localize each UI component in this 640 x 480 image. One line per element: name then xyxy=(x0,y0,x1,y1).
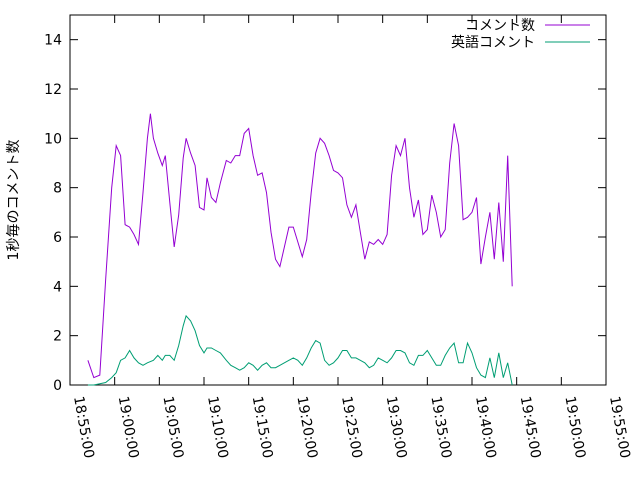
y-tick-label: 2 xyxy=(53,329,62,345)
x-tick-label: 19:00:00 xyxy=(115,395,142,460)
x-tick-label: 19:10:00 xyxy=(204,395,231,460)
series-line-2 xyxy=(87,314,513,386)
legend-label-1: コメント数 xyxy=(465,18,535,34)
y-tick-label: 8 xyxy=(53,181,62,197)
series-layer xyxy=(87,113,513,386)
x-tick-label: 19:15:00 xyxy=(249,395,276,460)
x-tick-label: 18:55:00 xyxy=(70,395,97,460)
x-tick-label: 19:25:00 xyxy=(338,395,365,460)
x-tick-label: 19:45:00 xyxy=(517,395,544,460)
x-tick-label: 19:30:00 xyxy=(383,395,410,460)
x-tick-label: 19:05:00 xyxy=(159,395,186,460)
x-tick-label: 19:35:00 xyxy=(427,395,454,460)
x-tick-label: 19:50:00 xyxy=(561,395,588,460)
y-tick-label: 6 xyxy=(53,230,62,246)
x-tick-label: 19:20:00 xyxy=(293,395,320,460)
y-tick-label: 0 xyxy=(53,378,62,394)
y-tick-label: 14 xyxy=(44,33,62,49)
plot-frame xyxy=(69,14,607,386)
y-tick-label: 12 xyxy=(44,82,62,98)
legend-label-2: 英語コメント xyxy=(451,34,535,51)
series-line-1 xyxy=(87,113,513,379)
y-axis: 0 2 4 6 8 10 12 14 xyxy=(44,33,606,394)
x-tick-label: 19:40:00 xyxy=(472,395,499,460)
y-tick-label: 4 xyxy=(53,279,62,295)
x-tick-label: 19:55:00 xyxy=(606,395,633,460)
y-axis-label: 1秒毎のコメント数 xyxy=(6,140,22,261)
x-axis: 18:55:00 19:00:00 19:05:00 19:10:00 19:15:00… xyxy=(69,15,633,460)
y-tick-label: 10 xyxy=(44,131,62,147)
